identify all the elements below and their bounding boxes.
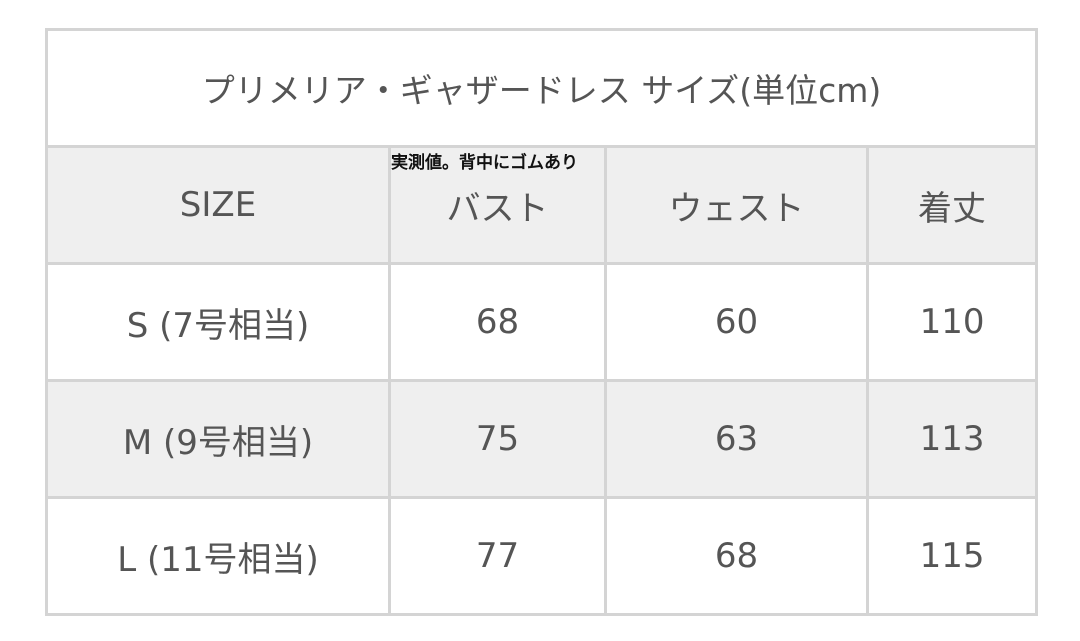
bust-cell: 68 <box>388 262 607 382</box>
bust-cell: 75 <box>388 379 607 499</box>
length-cell: 113 <box>865 379 1039 499</box>
size-cell: L (11号相当) <box>45 496 391 616</box>
header-size: SIZE <box>45 145 391 265</box>
size-table: プリメリア・ギャザードレス サイズ(単位cm) SIZE 実測値。背中にゴムあり… <box>44 28 1039 616</box>
header-bust: 実測値。背中にゴムあり バスト <box>388 145 607 265</box>
size-cell: M (9号相当) <box>45 379 391 499</box>
waist-cell: 63 <box>604 379 869 499</box>
header-row: SIZE 実測値。背中にゴムあり バスト ウェスト 着丈 <box>45 145 1039 265</box>
measurement-note: 実測値。背中にゴムあり <box>391 153 578 173</box>
header-length: 着丈 <box>865 145 1039 265</box>
length-cell: 115 <box>865 496 1039 616</box>
header-waist: ウェスト <box>604 145 869 265</box>
title-row: プリメリア・ギャザードレス サイズ(単位cm) <box>44 28 1039 148</box>
table-row: M (9号相当) 75 63 113 <box>45 379 1039 499</box>
waist-cell: 68 <box>604 496 869 616</box>
table-row: S (7号相当) 68 60 110 <box>45 262 1039 382</box>
waist-cell: 60 <box>604 262 869 382</box>
length-cell: 110 <box>865 262 1039 382</box>
table-row: L (11号相当) 77 68 115 <box>45 496 1039 616</box>
bust-cell: 77 <box>388 496 607 616</box>
header-bust-label: バスト <box>446 188 549 229</box>
table-title: プリメリア・ギャザードレス サイズ(単位cm) <box>44 28 1039 148</box>
size-cell: S (7号相当) <box>45 262 391 382</box>
